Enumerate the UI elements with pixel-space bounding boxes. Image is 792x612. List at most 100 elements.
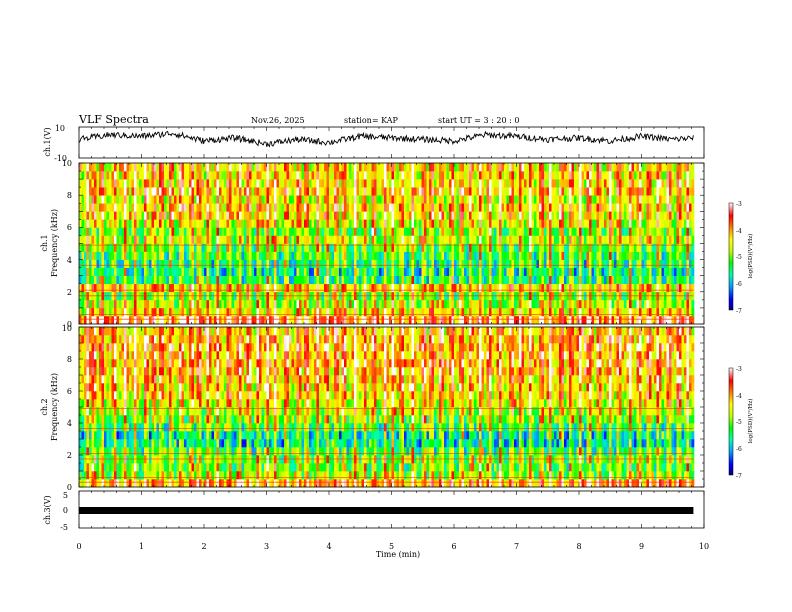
ch1-spectrogram-cell xyxy=(429,315,432,325)
ch1-spectrogram-cell xyxy=(466,203,470,212)
ch1-spectrogram-cell xyxy=(236,283,240,293)
ch1-spectrogram-cell xyxy=(331,283,335,293)
ch1-spectrogram-cell xyxy=(264,259,267,268)
ch1-spectrogram-cell xyxy=(321,171,325,180)
ch1-spectrogram-cell xyxy=(316,163,320,172)
ch1-spectrogram-cell xyxy=(209,283,212,293)
ch1-spectrogram-cell xyxy=(134,163,137,172)
ch1-spectrogram-cell xyxy=(371,251,375,260)
ch1-spectrogram-cell xyxy=(359,179,362,188)
ch1-spectrogram-cell xyxy=(686,251,690,260)
ch1-spectrogram-cell xyxy=(531,187,535,196)
ch1-spectrogram-cell xyxy=(204,307,207,317)
ch1-spectrogram-cell xyxy=(331,307,335,317)
ch1-spectrogram-cell xyxy=(504,163,507,172)
ch1-spectrogram-cell xyxy=(494,307,497,317)
ch1-spectrogram-cell xyxy=(199,251,202,260)
ch1-spectrogram-cell xyxy=(211,315,215,325)
ch1-spectrogram-cell xyxy=(126,203,130,212)
ch1-spectrogram-cell xyxy=(184,243,187,252)
ch1-spectrogram-cell xyxy=(644,171,647,180)
ch1-spectrogram-cell xyxy=(366,267,370,276)
ch1-spectrogram-cell xyxy=(109,267,112,276)
ch1-spectrogram-cell xyxy=(656,219,660,228)
ch1-spectrogram-cell xyxy=(464,259,467,268)
ch1-spectrogram-cell xyxy=(324,203,327,212)
ch1-spectrogram-cell xyxy=(124,227,127,236)
ch1-spectrogram-cell xyxy=(574,211,577,220)
ch1-spectrogram-cell xyxy=(311,267,315,276)
ch1-spectrogram-cell xyxy=(459,315,462,325)
ch1-spectrogram-cell xyxy=(576,307,580,317)
ch1-spectrogram-cell xyxy=(469,315,472,325)
ch1-spectrogram-cell xyxy=(239,235,242,244)
ch1-spectrogram-cell xyxy=(439,235,442,244)
ch1-spectrogram-cell xyxy=(554,203,557,212)
ch1-spectrogram-cell xyxy=(411,275,415,285)
ch1-spectrogram-cell xyxy=(371,307,375,317)
ch1-spectrogram-cell xyxy=(266,299,270,309)
ch1-spectrogram-cell xyxy=(601,259,605,268)
ch1-spectrogram-cell xyxy=(529,219,532,228)
ch1-spectrogram-cell xyxy=(624,275,627,285)
ch1-spectrogram-cell xyxy=(254,195,257,204)
ch1-spectrogram-cell xyxy=(391,259,395,268)
ch1-spectrogram-cell xyxy=(541,187,545,196)
ch1-spectrogram-cell xyxy=(404,299,407,309)
ch1-spectrogram-cell xyxy=(84,163,87,172)
ch1-spectrogram-cell xyxy=(646,227,650,236)
ch1-spectrogram-cell xyxy=(559,203,562,212)
ch1-spectrogram-cell xyxy=(346,235,350,244)
ch1-spectrogram-cell xyxy=(369,179,372,188)
ch1-spectrogram-cell xyxy=(674,259,677,268)
ch1-spectrogram-cell xyxy=(471,267,475,276)
ch1-spectrogram-cell xyxy=(111,251,115,260)
ch1-spectrogram-cell xyxy=(214,315,217,325)
ch1-spectrogram-cell xyxy=(566,243,570,252)
ch1-spectrogram-cell xyxy=(531,275,535,285)
ch1-spectrogram-cell xyxy=(139,315,142,325)
ch1-spectrogram-cell xyxy=(456,267,460,276)
ch1-spectrogram-cell xyxy=(414,267,417,276)
ch1-spectrogram-cell xyxy=(526,187,530,196)
ch1-spectrogram-cell xyxy=(649,179,652,188)
ch1-spectrogram-cell xyxy=(309,275,312,285)
ch1-spectrogram-cell xyxy=(401,179,405,188)
ch1-spectrogram-cell xyxy=(556,299,560,309)
ch1-spectrogram-cell xyxy=(504,219,507,228)
ch1-spectrogram-cell xyxy=(681,163,685,172)
ch1-spectrogram-cell xyxy=(496,315,500,325)
ch1-spectrogram-cell xyxy=(454,235,457,244)
ch1-spectrogram-cell xyxy=(551,243,555,252)
ch1-spectrogram-cell xyxy=(521,299,525,309)
ch1-spectrogram-cell xyxy=(179,219,182,228)
ch1-spectrogram-cell xyxy=(484,179,487,188)
ch1-spectrogram-cell xyxy=(294,219,297,228)
ch1-spectrogram-cell xyxy=(566,171,570,180)
ch1-spectrogram-cell xyxy=(624,267,627,276)
ch1-spectrogram-cell xyxy=(539,163,542,172)
ch1-spectrogram-cell xyxy=(501,307,505,317)
ch1-spectrogram-cell xyxy=(179,211,182,220)
ch1-spectrogram-cell xyxy=(204,179,207,188)
ch1-spectrogram-cell xyxy=(484,267,487,276)
ch1-spectrogram-cell xyxy=(354,195,357,204)
ch1-spectrogram-cell xyxy=(236,299,240,309)
ch1-spectrogram-cell xyxy=(206,219,210,228)
ch1-spectrogram-cell xyxy=(231,163,235,172)
ch1-spectrogram-cell xyxy=(121,267,125,276)
ch1-spectrogram-cell xyxy=(541,195,545,204)
ch1-spectrogram-cell xyxy=(484,163,487,172)
ch1-spectrogram-cell xyxy=(504,307,507,317)
ch1-spectrogram-cell xyxy=(609,275,612,285)
ch1-spectrogram-cell xyxy=(294,307,297,317)
ch1-spectrogram-cell xyxy=(386,267,390,276)
ch1-spectrogram-cell xyxy=(226,219,230,228)
ch1-spectrogram-cell xyxy=(479,275,482,285)
ch1-spectrogram-cell xyxy=(591,203,595,212)
ch1-spectrogram-cell xyxy=(401,299,405,309)
ch1-spectrogram-cell xyxy=(629,307,632,317)
ch1-spectrogram-cell xyxy=(171,235,175,244)
ch1-spectrogram-cell xyxy=(166,195,170,204)
ch1-spectrogram-cell xyxy=(289,243,292,252)
